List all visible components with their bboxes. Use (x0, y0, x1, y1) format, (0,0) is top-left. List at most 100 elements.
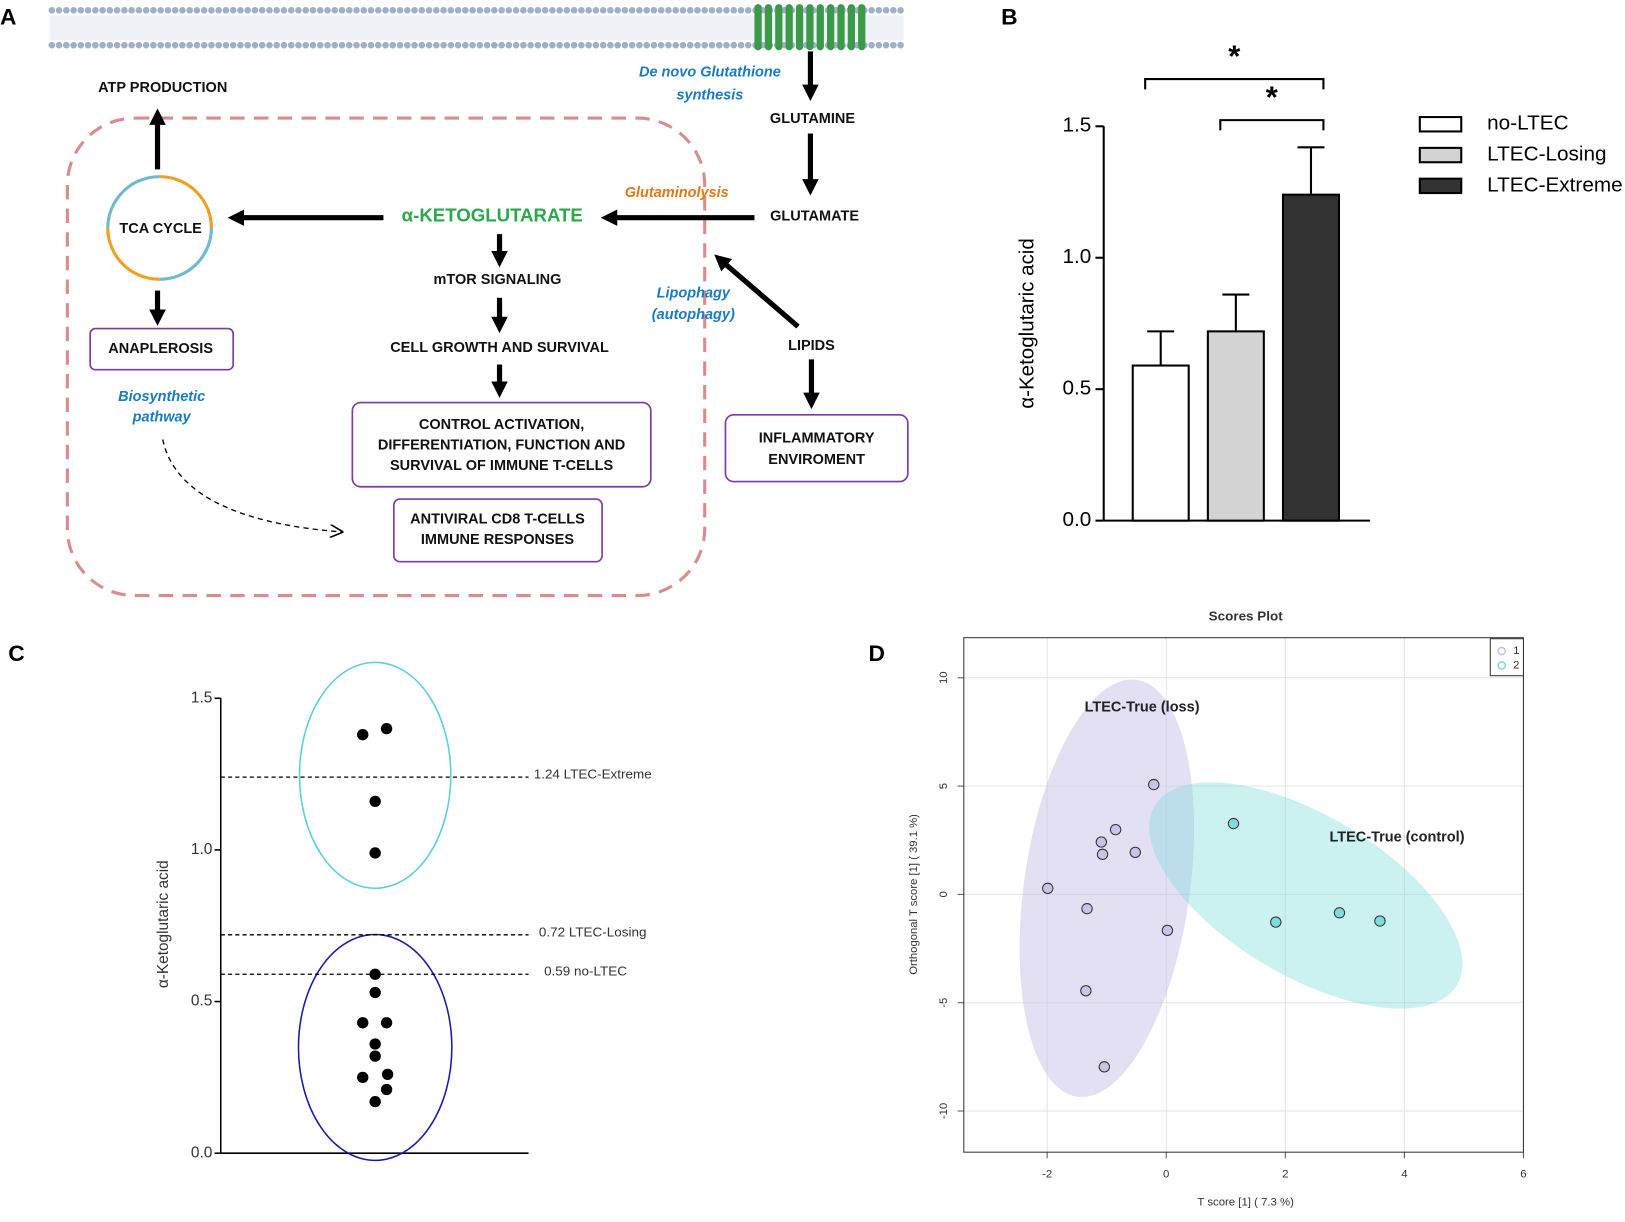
lipid-head (186, 6, 193, 14)
lipid-head (345, 6, 353, 14)
lipid-head (295, 6, 302, 14)
lipid-head (665, 6, 672, 14)
y-tick-label: 0.0 (1062, 508, 1091, 531)
legend-swatch (1418, 177, 1463, 195)
lipid-head (527, 6, 534, 14)
lipid-head (694, 6, 701, 14)
y-tick-label: 1.0 (1062, 245, 1091, 268)
x-tick-label: -2 (1042, 1169, 1052, 1181)
lipid-head (353, 6, 360, 14)
x-tick-label: 2 (1282, 1169, 1288, 1181)
lipid-head (273, 41, 281, 49)
lipid-head (287, 6, 295, 14)
lipid-head (208, 6, 215, 14)
lipid-head (527, 41, 534, 49)
lipid-head (665, 41, 672, 49)
point (380, 722, 393, 735)
point (357, 1017, 369, 1029)
membrane (48, 4, 904, 51)
node-label: α-KETOGLUTARATE (402, 205, 583, 226)
lipid-head (505, 41, 513, 49)
pathway-label: pathway (132, 410, 192, 426)
lipid-head (636, 41, 643, 49)
lipid-head (302, 6, 310, 14)
protein-helix (847, 4, 855, 51)
lipid-head (382, 41, 389, 49)
point (1161, 924, 1174, 937)
lipid-head (353, 41, 360, 49)
lipid-head (244, 41, 252, 49)
y-tick-label: 0.5 (191, 993, 213, 1010)
lipid-head (418, 41, 426, 49)
confidence-ellipse (1149, 782, 1463, 1009)
legend-marker (1497, 646, 1507, 656)
point (380, 1083, 393, 1096)
point (1096, 848, 1109, 860)
lipid-head (875, 6, 883, 14)
y-axis-label: α-Ketoglutaric acid (1015, 238, 1038, 408)
lipid-head (462, 6, 469, 14)
lipid-head (121, 41, 128, 49)
group-ellipse (298, 661, 452, 890)
lipid-head (237, 41, 244, 49)
y-tick-label: 1.5 (1062, 114, 1091, 137)
lipid-head (142, 6, 150, 14)
lipid-head (150, 6, 157, 14)
lipid-head (708, 6, 716, 14)
lipid-head (621, 41, 629, 49)
lipid-head (520, 6, 527, 14)
lipid-head (70, 41, 77, 49)
lipid-head (251, 41, 259, 49)
lipid-head (549, 6, 556, 14)
protein-helix (837, 4, 845, 51)
lipid-head (48, 6, 56, 14)
y-tick-label: -5 (938, 998, 950, 1008)
lipid-head (266, 6, 273, 14)
lipid-head (498, 6, 505, 14)
tca-arc (159, 175, 213, 228)
lipid-head (186, 41, 193, 49)
lipid-head (868, 6, 875, 14)
pathway-label: Glutaminolysis (625, 185, 729, 201)
lipid-head (164, 41, 172, 49)
lipid-head (440, 6, 447, 14)
point (1374, 915, 1386, 927)
lipid-head (708, 41, 716, 49)
lipid-head (77, 6, 85, 14)
reference-label: 0.59 no-LTEC (544, 964, 627, 979)
lipid-head (701, 6, 709, 14)
lipid-head (643, 6, 650, 14)
legend-swatch (1418, 116, 1463, 133)
lipid-head (621, 6, 629, 14)
point (1042, 882, 1054, 894)
lipid-head (491, 41, 498, 49)
lipid-head (730, 41, 738, 49)
lipid-head (258, 6, 266, 14)
lipid-head (63, 6, 70, 14)
significance-bracket (1219, 119, 1325, 131)
x-axis-label: T score [1] ( 7.3 %) (1197, 1197, 1294, 1209)
lipid-head (491, 6, 498, 14)
legend-label: LTEC-Losing (1487, 143, 1606, 166)
lipid-head (737, 6, 745, 14)
point (1333, 907, 1346, 919)
lipid-head (273, 6, 281, 14)
node-label: CONTROL ACTIVATION, (419, 417, 584, 433)
point (357, 729, 369, 741)
lipid-head (403, 6, 411, 14)
lipid-head (715, 6, 723, 14)
lipid-head (462, 41, 469, 49)
annotation: LTEC-True (loss) (1085, 699, 1200, 715)
point (1098, 1061, 1111, 1073)
lipid-head (360, 6, 368, 14)
point (369, 1095, 381, 1108)
bar (1131, 364, 1190, 522)
lipid-head (657, 41, 665, 49)
bar (1206, 330, 1265, 522)
lipid-head (396, 41, 404, 49)
lipid-head (331, 41, 339, 49)
lipid-head (723, 6, 730, 14)
lipid-head (570, 6, 578, 14)
lipid-head (694, 41, 701, 49)
lipid-head (324, 6, 331, 14)
